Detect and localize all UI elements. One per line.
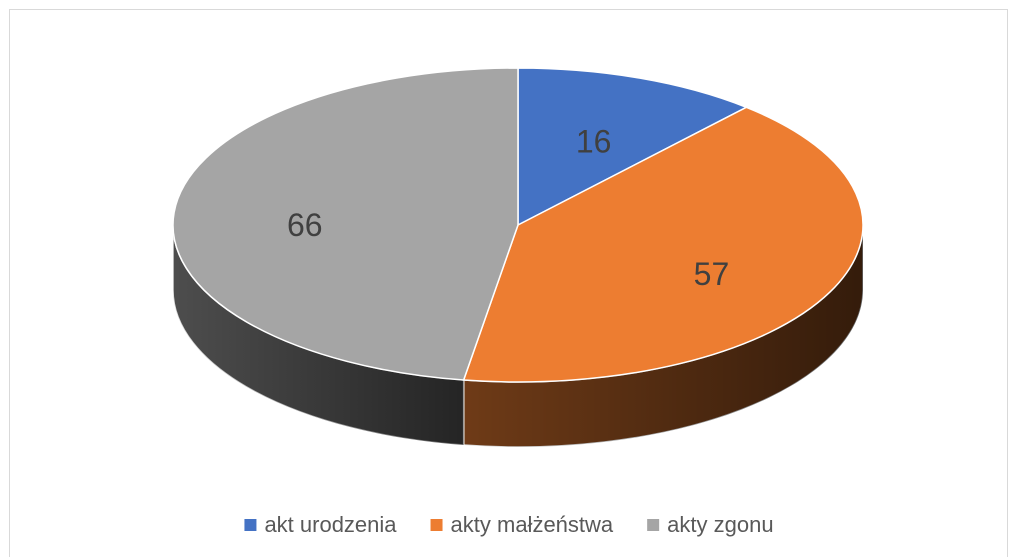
legend-swatch	[647, 519, 660, 531]
pie-slice	[517, 67, 749, 227]
legend: akt urodzenia akty małżeństwa akty zgonu	[244, 512, 774, 537]
data-label: 66	[287, 207, 323, 243]
legend-swatch	[244, 519, 257, 531]
pie-slice	[172, 67, 519, 381]
legend-label: akty zgonu	[667, 512, 773, 537]
legend-swatch	[430, 519, 443, 531]
data-label: 16	[576, 123, 612, 159]
pie-slice	[462, 106, 864, 383]
pie-side-shade	[173, 225, 464, 446]
pie-side-shade	[463, 225, 863, 447]
legend-label: akty małżeństwa	[451, 512, 614, 537]
data-label: 57	[694, 256, 730, 292]
legend-label: akt urodzenia	[264, 512, 397, 537]
